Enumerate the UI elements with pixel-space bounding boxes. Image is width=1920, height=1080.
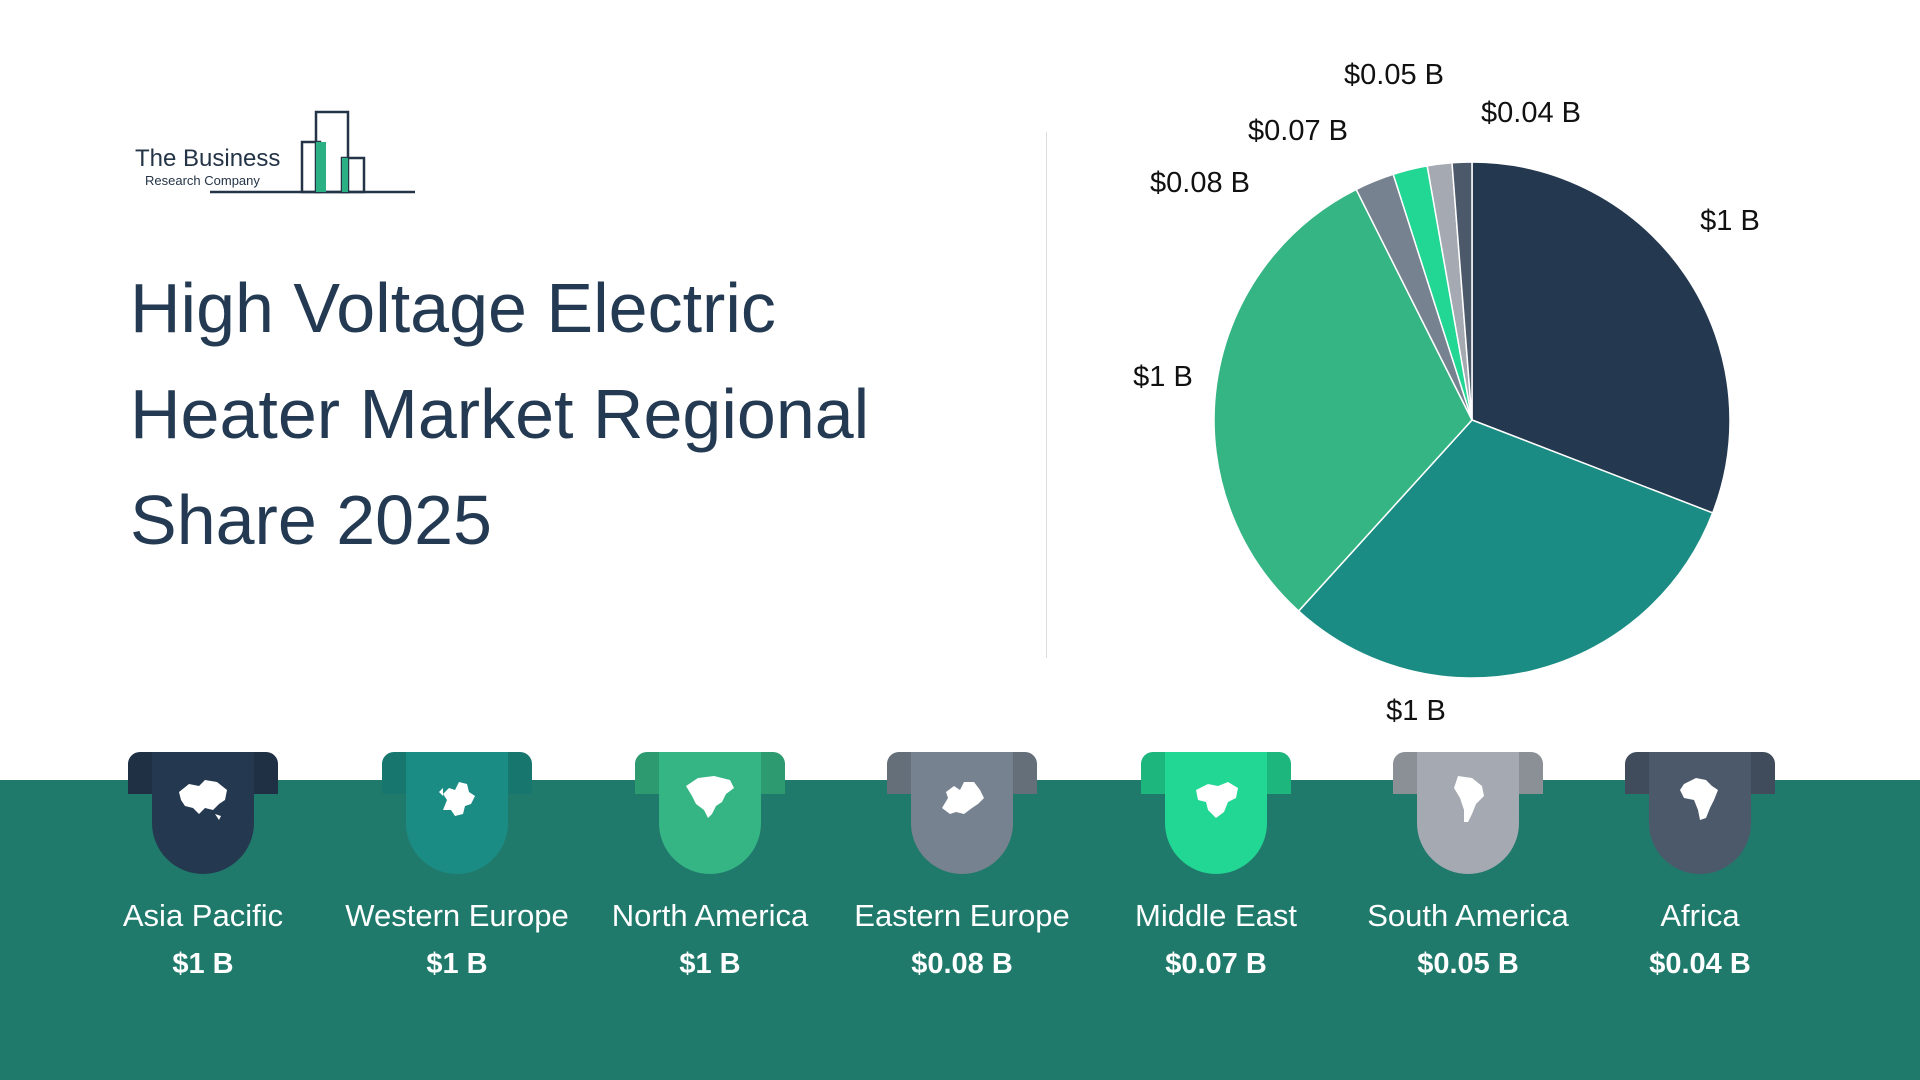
- company-logo: [210, 110, 415, 194]
- pie-label-north-america: $1 B: [1133, 361, 1193, 393]
- region-tab: [152, 752, 254, 874]
- pie-slice-north-america: [1213, 188, 1473, 613]
- region-value: $1 B: [426, 948, 488, 980]
- region-card-western-europe: Western Europe $1 B: [327, 750, 587, 1050]
- pie-label-middle-east: $0.07 B: [1248, 115, 1348, 147]
- africa-map-icon: [1680, 778, 1718, 820]
- north-america-map-icon: [686, 776, 734, 818]
- region-name: Africa: [1660, 898, 1740, 933]
- region-value: $0.07 B: [1165, 948, 1267, 980]
- region-card-eastern-europe: Eastern Europe $0.08 B: [832, 750, 1092, 1050]
- pie-label-asia-pacific: $1 B: [1700, 205, 1760, 237]
- middle-east-map-icon: [1196, 782, 1238, 818]
- region-value: $1 B: [172, 948, 234, 980]
- region-name: North America: [611, 898, 809, 933]
- asia-map-icon: [179, 780, 227, 820]
- region-card-middle-east: Middle East $0.07 B: [1086, 750, 1346, 1050]
- south-america-map-icon: [1454, 776, 1484, 822]
- pie-label-south-america: $0.05 B: [1344, 59, 1444, 91]
- region-value: $1 B: [679, 948, 741, 980]
- region-name: Western Europe: [345, 898, 569, 933]
- pie-slice-africa: [1451, 161, 1473, 421]
- pie-slice-western-europe: [1297, 419, 1714, 679]
- region-value: $0.08 B: [911, 948, 1013, 980]
- region-value: $0.05 B: [1417, 948, 1519, 980]
- logo-subtitle: Research Company: [145, 173, 260, 188]
- region-name: Eastern Europe: [854, 898, 1070, 933]
- logo-name: The Business: [135, 145, 281, 172]
- region-name: Middle East: [1135, 898, 1297, 933]
- pie-slice-asia-pacific: [1471, 161, 1731, 514]
- region-card-asia-pacific: Asia Pacific $1 B: [73, 750, 333, 1050]
- pie-label-africa: $0.04 B: [1481, 97, 1581, 129]
- pie-label-western-europe: $1 B: [1386, 695, 1446, 727]
- divider: [1046, 132, 1047, 658]
- pie-chart: $1 B $1 B $1 B $0.08 B $0.07 B $0.05 B $0.04 B: [1133, 59, 1760, 727]
- region-name: Asia Pacific: [122, 898, 284, 933]
- pie-slices: [1213, 161, 1731, 679]
- region-card-south-america: South America $0.05 B: [1338, 750, 1598, 1050]
- region-name: South America: [1367, 898, 1569, 933]
- region-value: $0.04 B: [1649, 948, 1751, 980]
- eastern-europe-map-icon: [942, 782, 984, 814]
- page-title: High Voltage Electric Heater Market Regi…: [130, 269, 870, 559]
- pie-label-eastern-europe: $0.08 B: [1150, 167, 1250, 199]
- region-card-africa: Africa $0.04 B: [1570, 750, 1830, 1050]
- pie-labels: $1 B $1 B $1 B $0.08 B $0.07 B $0.05 B $0.04 B: [1133, 59, 1760, 727]
- region-card-north-america: North America $1 B: [580, 750, 840, 1050]
- western-europe-map-icon: [439, 782, 475, 816]
